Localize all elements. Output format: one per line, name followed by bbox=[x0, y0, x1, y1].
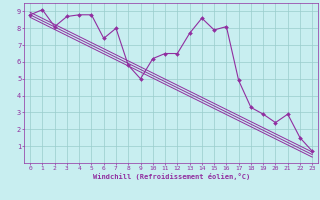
X-axis label: Windchill (Refroidissement éolien,°C): Windchill (Refroidissement éolien,°C) bbox=[92, 173, 250, 180]
